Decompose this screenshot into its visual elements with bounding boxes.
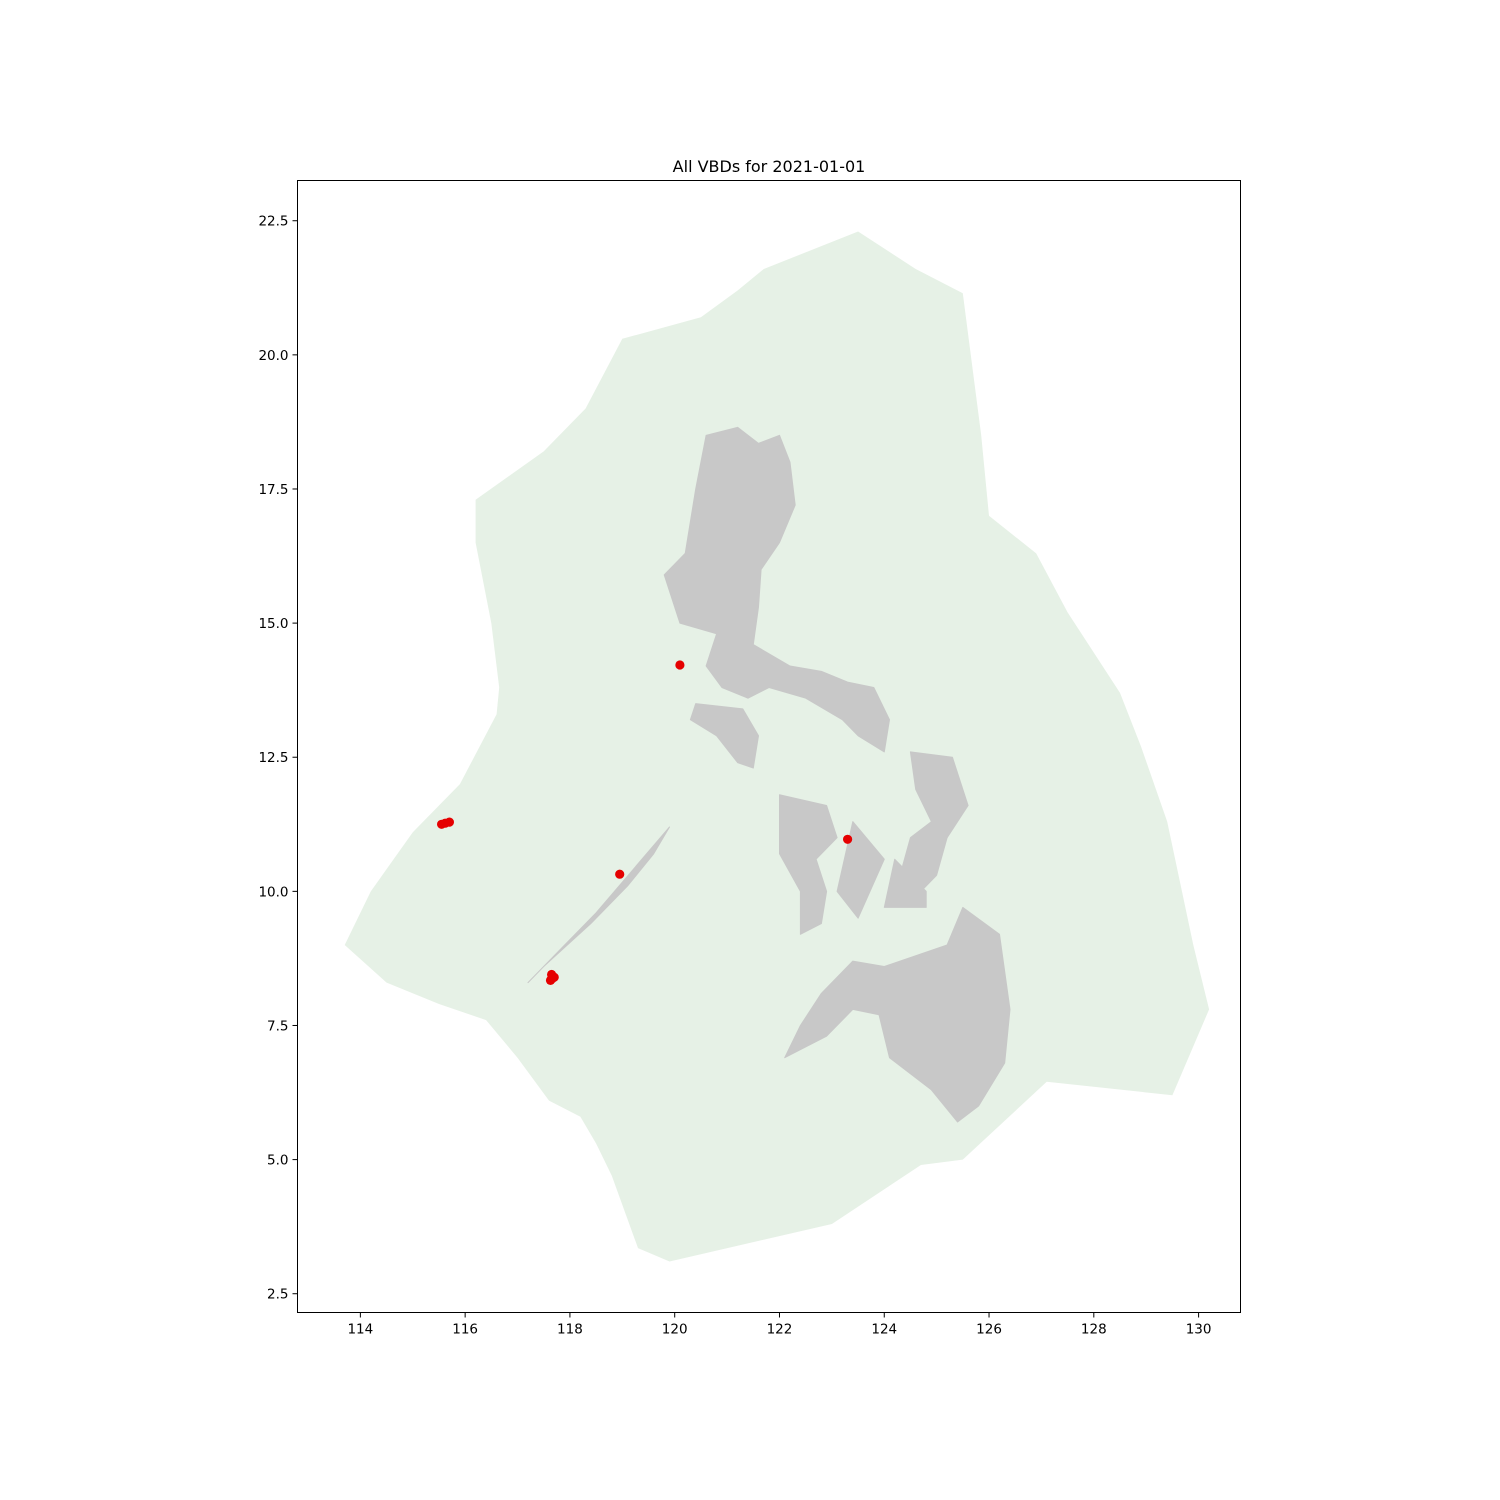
land-polygon bbox=[663, 426, 890, 753]
y-tick-label: 12.5 bbox=[258, 750, 288, 766]
axes-frame bbox=[297, 180, 1241, 1313]
y-axis: 2.5 5.0 7.5 10.0 12.5 15.0 17.5 20.0 22.5 bbox=[258, 214, 298, 1303]
x-tick-label: 120 bbox=[662, 1322, 688, 1338]
land-polygon bbox=[689, 703, 759, 769]
x-tick-label: 116 bbox=[452, 1322, 478, 1338]
vbd-points bbox=[437, 660, 853, 986]
y-tick-label: 17.5 bbox=[258, 482, 288, 498]
y-tick-label: 2.5 bbox=[267, 1287, 288, 1303]
land-layer bbox=[527, 426, 1011, 1123]
land-polygon bbox=[527, 826, 670, 984]
y-tick-label: 15.0 bbox=[258, 616, 288, 632]
eez-area bbox=[344, 231, 1210, 1262]
x-tick-label: 128 bbox=[1081, 1322, 1107, 1338]
x-tick-label: 124 bbox=[871, 1322, 897, 1338]
x-axis: 114 116 118 120 122 124 126 128 130 bbox=[347, 1312, 1212, 1338]
y-tick-label: 7.5 bbox=[267, 1018, 288, 1034]
land-polygon bbox=[836, 821, 885, 919]
x-tick-label: 114 bbox=[347, 1322, 373, 1338]
x-tick-label: 118 bbox=[557, 1322, 583, 1338]
land-polygon bbox=[784, 906, 1011, 1123]
y-tick-label: 5.0 bbox=[267, 1153, 288, 1169]
x-tick-label: 126 bbox=[976, 1322, 1002, 1338]
chart-title: All VBDs for 2021-01-01 bbox=[673, 157, 866, 176]
land-polygon bbox=[899, 821, 948, 892]
plot-area bbox=[344, 231, 1210, 1262]
land-polygon bbox=[779, 794, 838, 935]
vbd-point bbox=[675, 660, 685, 670]
vbd-point bbox=[545, 975, 556, 986]
x-tick-label: 122 bbox=[767, 1322, 793, 1338]
vbd-point bbox=[843, 834, 853, 844]
y-tick-label: 20.0 bbox=[258, 348, 288, 364]
y-tick-label: 10.0 bbox=[258, 884, 288, 900]
eez-layer bbox=[344, 231, 1210, 1262]
vbd-point bbox=[444, 817, 454, 827]
y-tick-label: 22.5 bbox=[258, 214, 288, 230]
x-tick-label: 130 bbox=[1186, 1322, 1212, 1338]
vbd-point bbox=[615, 869, 625, 879]
